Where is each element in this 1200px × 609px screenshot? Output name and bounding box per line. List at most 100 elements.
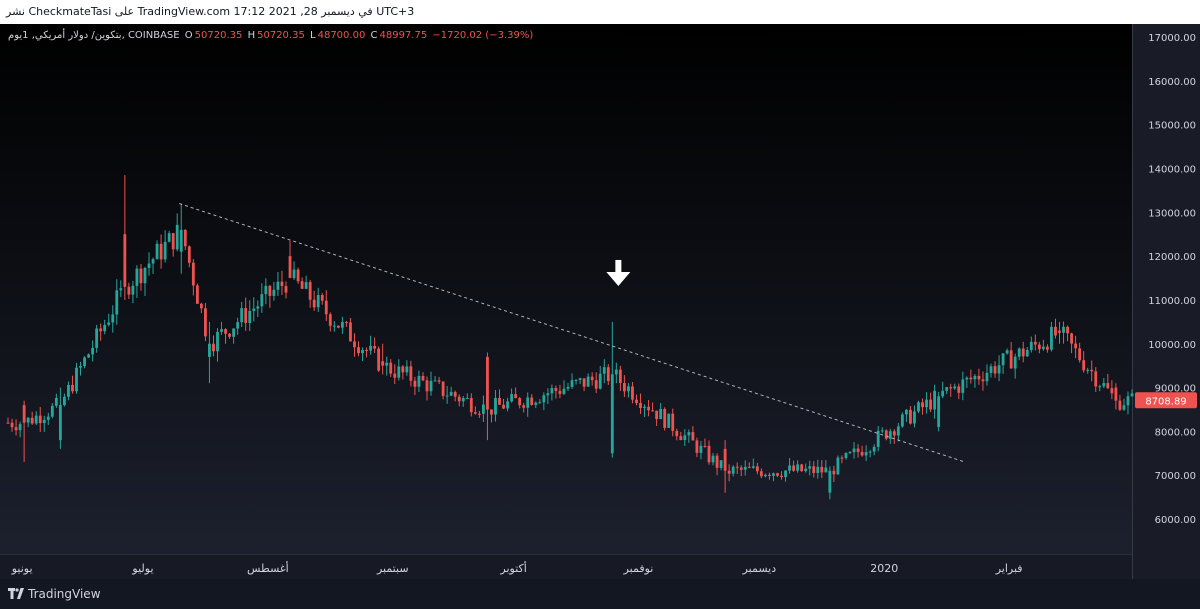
candle-body: [550, 388, 554, 394]
high-value: 50720.35: [257, 30, 305, 41]
candle-body: [1106, 383, 1110, 389]
trendline-layer: [179, 203, 965, 463]
time-axis[interactable]: [0, 554, 1132, 580]
candle-body: [1046, 346, 1049, 350]
candle-body: [1062, 326, 1065, 333]
candle-body: [675, 430, 679, 437]
candle-body: [433, 380, 437, 382]
chart-area[interactable]: [0, 24, 1132, 579]
arrow-head: [606, 271, 631, 286]
candle-body: [606, 367, 610, 382]
candle-body: [965, 377, 969, 380]
x-ticks-layer: يونيو يوليو أغسطس سبتمبر أكتوبر نوفمبر ديسمبر 2…: [11, 561, 1023, 575]
candle-body: [212, 343, 215, 352]
x-tick-label: ديسمبر: [742, 562, 777, 575]
x-tick-label: 2020: [870, 562, 898, 575]
candle-body: [780, 475, 783, 478]
candle-body: [224, 329, 227, 334]
candle-body: [486, 356, 489, 410]
candle-body: [340, 322, 344, 328]
candle-body: [836, 457, 840, 475]
candle-body: [441, 381, 445, 396]
candle-body: [602, 367, 606, 374]
candle-body: [695, 440, 699, 453]
candle-body: [18, 424, 22, 431]
candle-body: [67, 384, 70, 397]
candle-body: [421, 375, 425, 381]
candle-body: [167, 233, 171, 242]
candle-body: [727, 470, 731, 474]
candle-body: [909, 409, 912, 424]
candle-body: [796, 464, 800, 471]
candle-body: [530, 397, 534, 405]
candle-body: [1013, 356, 1017, 369]
candle-body: [1110, 388, 1114, 394]
candle-body: [300, 281, 304, 289]
x-tick-label: يونيو: [11, 562, 33, 575]
footer-brand[interactable]: TradingView: [28, 587, 101, 601]
candle-body: [719, 460, 723, 468]
candle-body: [34, 415, 38, 424]
candle-body: [228, 333, 232, 337]
candle-body: [542, 395, 546, 403]
candle-body: [743, 466, 747, 470]
candle-body: [361, 349, 364, 354]
candle-body: [183, 229, 187, 247]
candle-body: [159, 243, 163, 260]
candle-body: [772, 473, 775, 476]
candle-body: [469, 397, 473, 413]
candle-body: [365, 349, 368, 351]
candle-body: [14, 427, 18, 431]
candle-body: [884, 430, 888, 439]
candle-body: [494, 397, 497, 415]
candle-body: [522, 405, 526, 408]
candle-body: [981, 379, 985, 382]
candle-body: [187, 246, 191, 263]
candle-body: [937, 396, 941, 427]
candle-body: [123, 234, 127, 287]
candle-body: [1005, 350, 1009, 354]
candle-body: [691, 432, 695, 441]
tradingview-logo-icon[interactable]: [8, 587, 24, 601]
candle-body: [83, 357, 86, 366]
candle-body: [784, 470, 787, 478]
candle-body: [481, 404, 485, 414]
candle-body: [143, 267, 147, 284]
candle-body: [75, 367, 78, 392]
candle-body: [1102, 383, 1106, 387]
y-tick-label: 13000.00: [1148, 208, 1196, 219]
candle-body: [635, 399, 638, 403]
candle-body: [723, 448, 727, 471]
candle-body: [449, 392, 453, 396]
candle-body: [1114, 387, 1118, 401]
candle-body: [381, 361, 385, 366]
candle-body: [820, 466, 824, 473]
candle-body: [425, 380, 429, 392]
candle-body: [506, 401, 509, 409]
candle-body: [413, 380, 417, 387]
candle-body: [38, 415, 42, 424]
candle-body: [832, 470, 836, 475]
candle-body: [800, 464, 804, 472]
candle-body: [526, 397, 530, 408]
candle-body: [397, 366, 401, 378]
candle-body: [284, 286, 288, 293]
candle-body: [546, 393, 550, 396]
candle-body: [1033, 341, 1037, 345]
candle-body: [490, 409, 493, 415]
candle-body: [208, 343, 211, 357]
candle-body: [933, 390, 937, 410]
candle-body: [373, 345, 377, 349]
price-axis[interactable]: [1132, 24, 1200, 579]
candle-body: [618, 369, 622, 384]
candle-body: [663, 408, 667, 428]
y-tick-label: 9000.00: [1155, 384, 1196, 395]
candle-body: [236, 322, 240, 329]
candle-body: [631, 386, 634, 400]
footer: TradingView: [0, 579, 1200, 609]
candle-body: [131, 285, 135, 295]
candle-body: [465, 397, 469, 399]
candle-body: [1126, 396, 1130, 406]
candle-body: [292, 269, 296, 279]
symbol-title[interactable]: بتكوين/ دولار أمريكي, 1يوم, COINBASE: [8, 30, 180, 41]
